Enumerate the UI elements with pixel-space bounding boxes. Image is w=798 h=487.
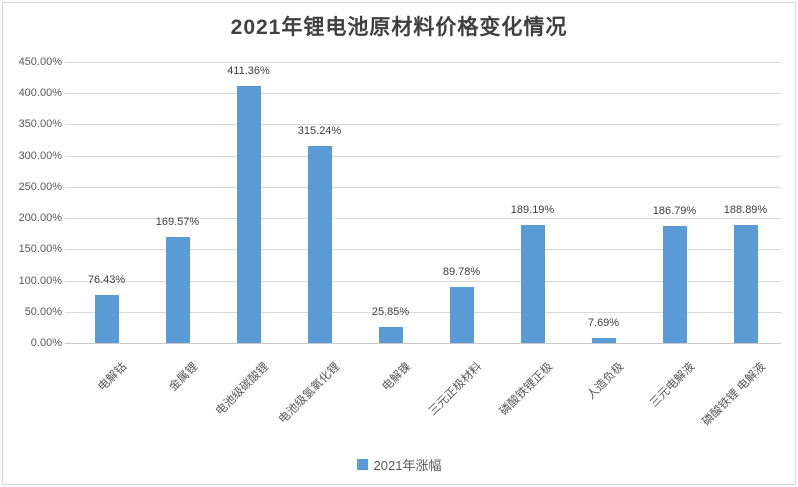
bar-电池级碳酸锂 xyxy=(236,86,261,343)
bar-value-label: 186.79% xyxy=(652,205,697,218)
bar-value-label: 188.89% xyxy=(723,204,768,217)
bar-value-label: 169.57% xyxy=(155,216,200,229)
legend: 2021年涨幅 xyxy=(0,455,798,475)
y-axis-tick-label: 300.00% xyxy=(18,149,62,162)
y-axis-tick-label: 250.00% xyxy=(18,180,62,193)
bar-value-label: 7.69% xyxy=(587,317,620,330)
bar-金属锂 xyxy=(165,237,190,343)
y-axis-tick-label: 100.00% xyxy=(18,274,62,287)
y-axis-tick-label: 350.00% xyxy=(18,118,62,131)
bar-value-label: 315.24% xyxy=(297,125,342,138)
bar-电解钴 xyxy=(94,295,119,343)
bar-value-label: 76.43% xyxy=(87,274,126,287)
bar-value-label: 411.36% xyxy=(227,65,270,78)
y-axis-tick-label: 150.00% xyxy=(18,243,62,256)
gridline-400.00% xyxy=(65,93,781,95)
y-axis-tick-label: 50.00% xyxy=(24,305,62,318)
bar-电池级氢氧化锂 xyxy=(307,146,332,343)
y-axis-tick-label: 200.00% xyxy=(18,212,62,225)
bar-电解镍 xyxy=(378,326,403,343)
bar-人造负极 xyxy=(591,338,616,343)
chart-title: 2021年锂电池原材料价格变化情况 xyxy=(230,16,568,39)
y-axis-tick-label: 400.00% xyxy=(18,87,62,100)
legend-marker xyxy=(356,459,368,470)
y-axis-tick-label: 450.00% xyxy=(18,56,62,68)
gridline-350.00% xyxy=(65,124,781,126)
gridline-300.00% xyxy=(65,155,781,157)
gridline-450.00% xyxy=(65,62,781,63)
bar-磷酸铁锂 电解液 xyxy=(733,225,758,343)
bar-value-label: 89.78% xyxy=(442,265,481,278)
bar-三元正极材料 xyxy=(449,286,474,343)
gridline-150.00% xyxy=(65,249,781,251)
bar-value-label: 189.19% xyxy=(510,203,555,216)
gridline-200.00% xyxy=(65,218,781,220)
bar-磷酸铁锂正极 xyxy=(520,224,545,343)
gridline-250.00% xyxy=(65,186,781,188)
bar-三元电解液 xyxy=(662,226,687,343)
legend-label: 2021年涨幅 xyxy=(373,458,442,473)
gridline-50.00% xyxy=(65,311,781,313)
gridline-0.00% xyxy=(65,343,781,344)
bar-value-label: 25.85% xyxy=(371,305,410,318)
gridline-100.00% xyxy=(65,280,781,282)
y-axis-tick-label: 0.00% xyxy=(30,337,62,349)
